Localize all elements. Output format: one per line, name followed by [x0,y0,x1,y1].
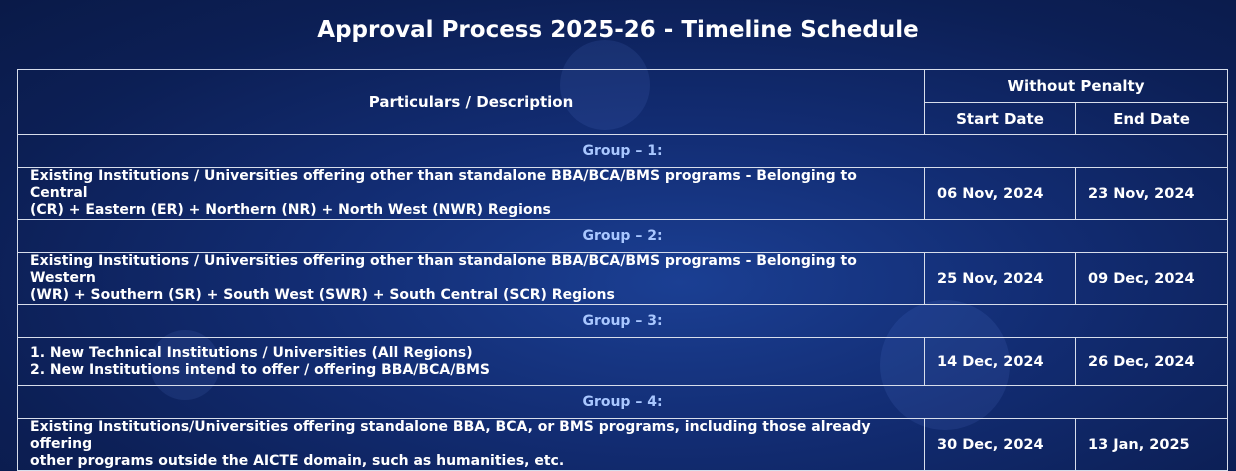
description-cell: Existing Institutions / Universities off… [17,252,925,305]
start-date-cell: 06 Nov, 2024 [924,167,1076,220]
end-date-cell: 26 Dec, 2024 [1074,337,1229,386]
description-line: Existing Institutions / Universities off… [30,168,857,201]
group-label: Group – 4: [16,385,1229,419]
end-date-cell: 23 Nov, 2024 [1074,167,1229,220]
table-row: Existing Institutions / Universities off… [17,167,1229,220]
start-date-header: Start Date [924,102,1076,135]
end-date-cell: 09 Dec, 2024 [1074,252,1229,305]
description-line: (WR) + Southern (SR) + South West (SWR) … [30,287,615,303]
description-line: (CR) + Eastern (ER) + Northern (NR) + No… [30,202,551,218]
description-cell: 1. New Technical Institutions / Universi… [17,337,925,386]
description-cell: Existing Institutions/Universities offer… [17,418,925,471]
description-header: Particulars / Description [17,69,925,135]
description-line: Existing Institutions / Universities off… [30,253,857,286]
group-label: Group – 1: [16,134,1229,168]
end-date-header: End Date [1074,102,1229,135]
group-label: Group – 2: [16,219,1229,253]
description-line: Existing Institutions/Universities offer… [30,419,871,452]
table-row: Existing Institutions / Universities off… [17,252,1229,305]
group-row: Group – 4: [16,385,1229,419]
without-penalty-header: Without Penalty [923,69,1229,103]
start-date-cell: 30 Dec, 2024 [924,418,1076,471]
description-cell: Existing Institutions / Universities off… [17,167,925,220]
start-date-cell: 14 Dec, 2024 [924,337,1076,386]
description-line: 1. New Technical Institutions / Universi… [30,344,473,361]
group-row: Group – 2: [16,219,1229,253]
description-line: other programs outside the AICTE domain,… [30,453,565,469]
description-line: 2. New Institutions intend to offer / of… [30,361,491,378]
table-row: 1. New Technical Institutions / Universi… [17,337,1229,386]
start-date-cell: 25 Nov, 2024 [924,252,1076,305]
group-row: Group – 3: [16,304,1229,338]
group-row: Group – 1: [16,134,1229,168]
timeline-table: Particulars / Description Without Penalt… [16,69,1229,471]
end-date-cell: 13 Jan, 2025 [1074,418,1229,471]
table-row: Existing Institutions/Universities offer… [17,418,1229,471]
group-label: Group – 3: [16,304,1229,338]
page-title: Approval Process 2025-26 - Timeline Sche… [317,17,919,43]
